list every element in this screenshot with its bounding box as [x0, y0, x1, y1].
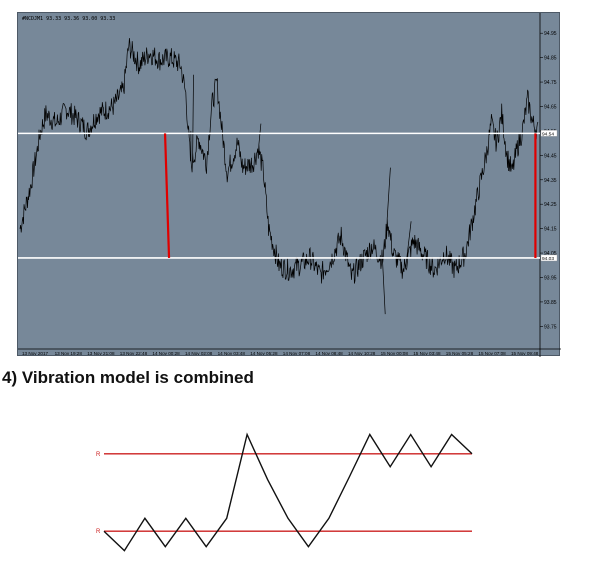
x-tick-label: 13 Nov 21:08 [87, 351, 115, 356]
x-tick-label: 14 Nov 00:28 [152, 351, 180, 356]
x-tick-label: 13 Nov 22:48 [120, 351, 148, 356]
y-tick-label: 93.75 [544, 324, 557, 330]
y-tick-label: 93.85 [544, 300, 557, 306]
model-level-label: R [96, 452, 101, 458]
price-chart-svg: 94.9594.8594.7594.6594.5594.4594.3594.25… [18, 13, 561, 357]
y-tick-label: 94.65 [544, 104, 557, 110]
symbol-header: #NCDJM1 93.33 93.36 93.00 93.33 [22, 16, 116, 22]
y-tick-label: 94.45 [544, 153, 557, 159]
y-tick-label: 94.85 [544, 56, 557, 62]
vibration-model-svg: RR [96, 432, 473, 552]
level-price-label: 94.03 [542, 256, 554, 262]
x-tick-label: 14 Nov 02:08 [185, 351, 213, 356]
y-tick-label: 93.95 [544, 275, 557, 281]
y-tick-label: 94.75 [544, 80, 557, 86]
x-tick-label: 14 Nov 03:48 [218, 351, 246, 356]
price-chart-panel: #NCDJM1 93.33 93.36 93.00 93.33 94.95 94.… [17, 12, 561, 357]
level-price-label: 94.54 [542, 131, 554, 137]
x-tick-label: 14 Nov 08:48 [315, 351, 343, 356]
x-tick-label: 15 Nov 07:08 [478, 351, 506, 356]
y-tick-label: 94.95 [544, 31, 557, 37]
y-tick-label: 94.35 [544, 178, 557, 184]
range-move-line [163, 133, 171, 258]
x-tick-label: 15 Nov 00:08 [381, 351, 409, 356]
x-tick-label: 15 Nov 03:48 [413, 351, 441, 356]
model-level-label: R [96, 529, 101, 535]
x-tick-label: 15 Nov 05:28 [446, 351, 474, 356]
x-tick-label: 14 Nov 10:28 [348, 351, 376, 356]
price-series-line [19, 38, 539, 315]
model-caption: 4) Vibration model is combined [2, 368, 254, 387]
level-price-tag [540, 254, 558, 262]
x-tick-label: 13 Nov 19:28 [55, 351, 83, 356]
level-price-tag [540, 130, 558, 137]
x-tick-label: 14 Nov 05:28 [250, 351, 278, 356]
x-tick-label: 14 Nov 07:08 [283, 351, 311, 356]
x-tick-label: 15 Nov 09:48 [511, 351, 539, 356]
y-tick-label: 94.05 [544, 251, 557, 257]
y-tick-label: 94.15 [544, 227, 557, 233]
y-tick-label: 94.25 [544, 202, 557, 208]
x-tick-label: 13 Nov 2017 [22, 351, 48, 356]
model-zigzag-line [103, 432, 473, 552]
